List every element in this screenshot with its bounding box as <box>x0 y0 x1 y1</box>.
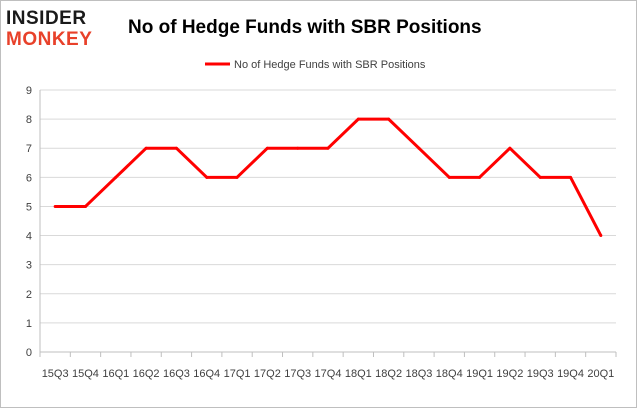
data-point <box>417 146 421 150</box>
data-point <box>599 234 603 238</box>
data-point <box>174 146 178 150</box>
data-point <box>538 175 542 179</box>
data-point <box>296 146 300 150</box>
x-tick-label: 16Q3 <box>163 368 190 380</box>
x-tick-label: 16Q4 <box>193 368 220 380</box>
x-tick-label: 19Q2 <box>496 368 523 380</box>
y-tick-label: 6 <box>26 172 32 184</box>
x-tick-label: 17Q4 <box>315 368 342 380</box>
data-point <box>205 175 209 179</box>
insider-monkey-logo: INSIDER MONKEY <box>6 8 114 52</box>
y-tick-label: 1 <box>26 318 32 330</box>
data-point <box>508 146 512 150</box>
x-tick-label: 19Q1 <box>466 368 493 380</box>
legend-label: No of Hedge Funds with SBR Positions <box>234 59 426 71</box>
data-point <box>447 175 451 179</box>
logo-line-1: INSIDER <box>6 8 87 29</box>
y-tick-label: 4 <box>26 231 32 243</box>
y-tick-label: 2 <box>26 289 32 301</box>
series-layer <box>53 117 603 238</box>
x-tick-label: 19Q3 <box>527 368 554 380</box>
data-point <box>83 204 87 208</box>
gridlines <box>40 89 616 353</box>
legend: No of Hedge Funds with SBR Positions <box>205 59 426 71</box>
x-tick-label: 18Q3 <box>405 368 432 380</box>
data-point <box>569 175 573 179</box>
x-tick-label: 17Q1 <box>224 368 251 380</box>
data-point <box>478 175 482 179</box>
data-point <box>387 117 391 121</box>
axes <box>39 90 617 357</box>
y-tick-label: 3 <box>26 260 32 272</box>
logo-line-2: MONKEY <box>6 29 93 50</box>
x-tick-label: 18Q2 <box>375 368 402 380</box>
x-tick-label: 15Q3 <box>42 368 69 380</box>
data-point <box>265 146 269 150</box>
data-point <box>114 175 118 179</box>
y-tick-label: 5 <box>26 201 32 213</box>
x-tick-labels: 15Q3 15Q4 16Q1 16Q2 16Q3 16Q4 17Q1 17Q2 17Q3 17Q4… <box>42 368 615 380</box>
data-point <box>235 175 239 179</box>
y-tick-label: 0 <box>26 347 32 359</box>
y-tick-labels: 0 1 2 3 4 5 6 7 8 9 <box>26 85 32 359</box>
y-tick-label: 9 <box>26 85 32 97</box>
data-point <box>53 204 57 208</box>
x-tick-label: 18Q4 <box>436 368 463 380</box>
y-tick-label: 7 <box>26 143 32 155</box>
x-tick-label: 20Q1 <box>587 368 614 380</box>
chart-title: No of Hedge Funds with SBR Positions <box>128 17 482 38</box>
x-tick-label: 16Q2 <box>133 368 160 380</box>
data-point <box>144 146 148 150</box>
x-tick-label: 18Q1 <box>345 368 372 380</box>
x-tick-label: 19Q4 <box>557 368 584 380</box>
data-point <box>356 117 360 121</box>
x-tick-label: 16Q1 <box>102 368 129 380</box>
x-tick-label: 17Q2 <box>254 368 281 380</box>
data-point <box>326 146 330 150</box>
y-tick-label: 8 <box>26 114 32 126</box>
x-tick-label: 15Q4 <box>72 368 99 380</box>
x-tick-label: 17Q3 <box>284 368 311 380</box>
